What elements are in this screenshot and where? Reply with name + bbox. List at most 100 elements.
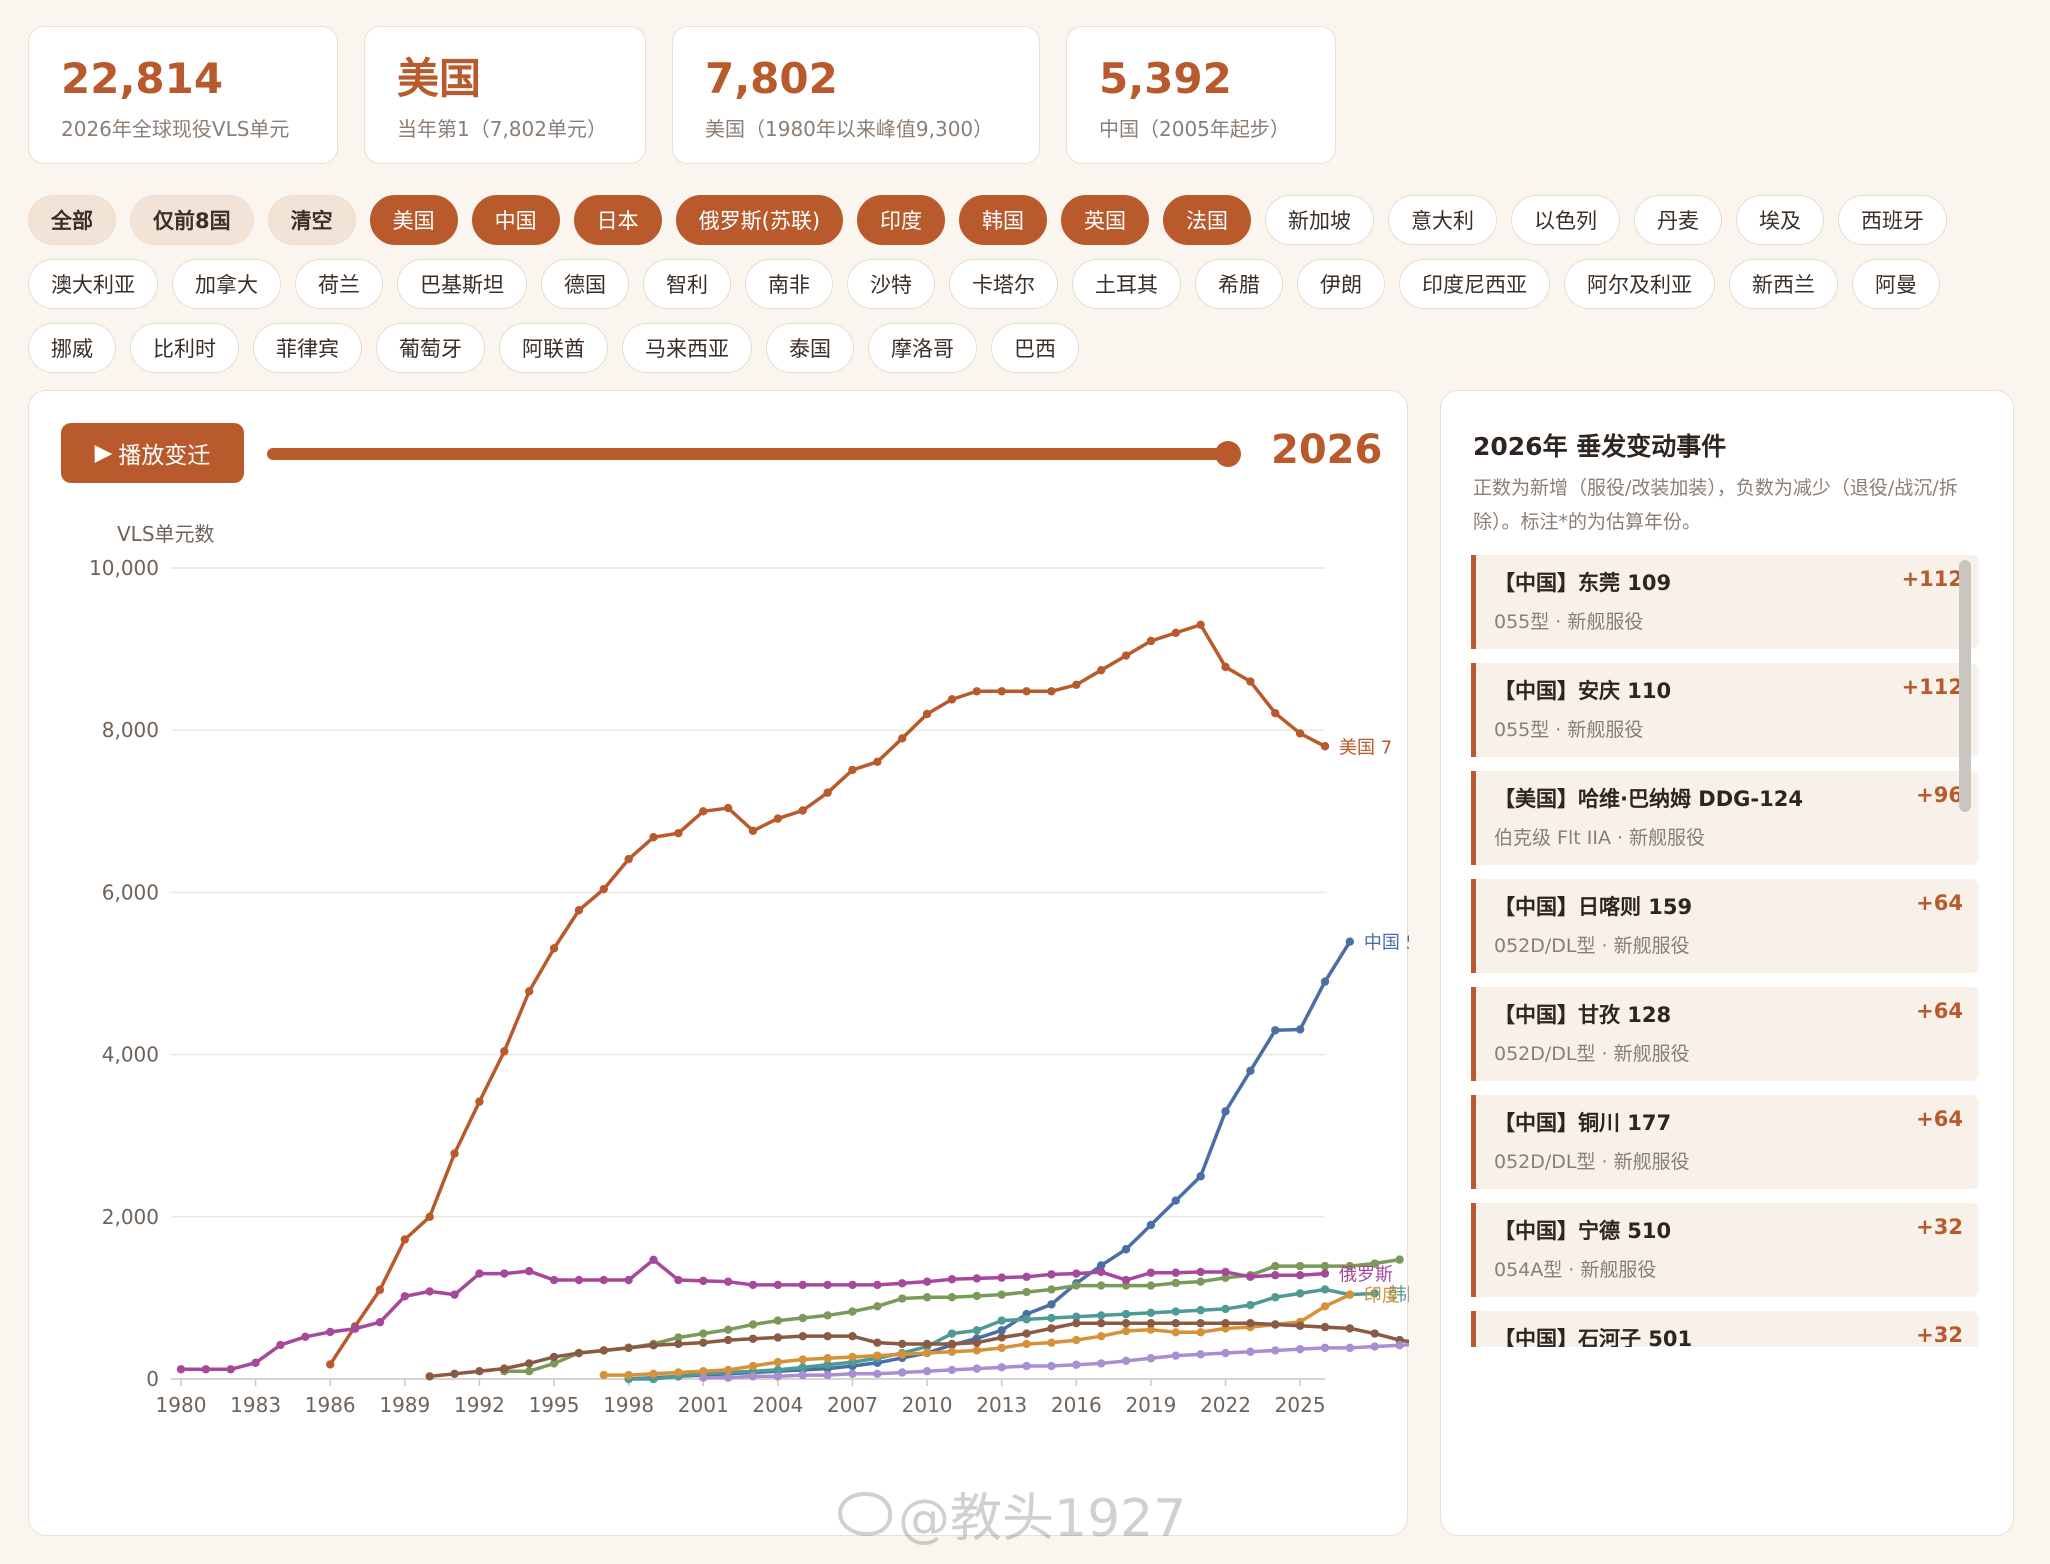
country-chip[interactable]: 泰国 — [766, 323, 854, 373]
data-point — [723, 1277, 733, 1286]
country-chip[interactable]: 葡萄牙 — [376, 323, 485, 373]
country-chip[interactable]: 西班牙 — [1838, 195, 1948, 245]
year-slider-track[interactable] — [267, 448, 1227, 460]
country-chip[interactable]: 加拿大 — [172, 259, 281, 309]
data-point — [922, 1348, 932, 1358]
country-chip[interactable]: 丹麦 — [1634, 195, 1723, 245]
data-point — [1072, 1360, 1081, 1369]
data-point — [699, 1373, 708, 1382]
country-chip[interactable]: 挪威 — [28, 323, 116, 373]
data-point — [1072, 1269, 1081, 1278]
country-chip[interactable]: 阿曼 — [1852, 259, 1940, 309]
country-chip[interactable]: 南非 — [745, 259, 833, 309]
country-chip[interactable]: 以色列 — [1511, 195, 1621, 245]
x-tick-label: 2004 — [752, 1393, 803, 1417]
country-chip[interactable]: 德国 — [541, 259, 629, 309]
country-chip[interactable]: 俄罗斯(苏联) — [675, 195, 844, 245]
country-chip[interactable]: 英国 — [1061, 195, 1150, 245]
data-point — [450, 1369, 459, 1379]
data-point — [972, 1326, 982, 1335]
country-chip[interactable]: 沙特 — [847, 259, 935, 309]
event-delta: +32 — [1916, 1215, 1963, 1239]
country-chip[interactable]: 荷兰 — [295, 259, 383, 309]
data-point — [1096, 1281, 1106, 1290]
filter-control-chip[interactable]: 仅前8国 — [130, 195, 254, 245]
event-delta: +32 — [1916, 1323, 1963, 1347]
data-point — [599, 1370, 608, 1380]
country-chip[interactable]: 韩国 — [959, 195, 1048, 245]
data-point — [1171, 1196, 1180, 1205]
country-chip[interactable]: 印度尼西亚 — [1399, 259, 1550, 309]
country-chip[interactable]: 阿联酋 — [499, 323, 608, 373]
x-tick-label: 2010 — [902, 1393, 953, 1417]
x-tick-label: 2001 — [678, 1393, 729, 1417]
country-chip[interactable]: 马来西亚 — [622, 323, 752, 373]
data-point — [1320, 1269, 1330, 1278]
country-chip[interactable]: 菲律宾 — [253, 323, 362, 373]
country-chip[interactable]: 巴基斯坦 — [397, 259, 527, 309]
y-tick-label: 4,000 — [102, 1043, 159, 1067]
country-chip[interactable]: 阿尔及利亚 — [1564, 259, 1715, 309]
country-chip[interactable]: 埃及 — [1736, 195, 1825, 245]
country-chip[interactable]: 巴西 — [991, 323, 1079, 373]
data-point — [748, 826, 758, 835]
data-point — [898, 1368, 907, 1377]
data-point — [898, 1279, 907, 1288]
y-tick-label: 6,000 — [102, 880, 159, 904]
data-point — [1022, 1315, 1031, 1324]
data-point — [997, 1273, 1006, 1282]
data-point — [1196, 620, 1205, 629]
data-point — [400, 1292, 410, 1301]
filter-control-chip[interactable]: 清空 — [267, 195, 356, 245]
events-scrollbar-thumb[interactable] — [1959, 560, 1971, 812]
data-point — [1221, 1319, 1230, 1328]
data-point — [1196, 1306, 1205, 1315]
country-chip[interactable]: 新加坡 — [1265, 195, 1375, 245]
data-point — [400, 1235, 410, 1244]
country-chip[interactable]: 土耳其 — [1072, 259, 1181, 309]
data-point — [773, 814, 783, 823]
data-point — [947, 1293, 957, 1302]
data-point — [798, 1331, 807, 1341]
data-point — [1295, 1270, 1305, 1280]
data-point — [425, 1212, 434, 1221]
country-chip[interactable]: 印度 — [857, 195, 946, 245]
country-chip[interactable]: 摩洛哥 — [868, 323, 977, 373]
country-chip[interactable]: 法国 — [1163, 195, 1252, 245]
country-chip[interactable]: 比利时 — [130, 323, 239, 373]
country-chip[interactable]: 中国 — [471, 195, 560, 245]
data-point — [524, 1367, 534, 1376]
country-chip[interactable]: 希腊 — [1195, 259, 1283, 309]
series-5: 印度 1 — [599, 1286, 1409, 1380]
data-point — [1345, 1343, 1355, 1353]
country-chip[interactable]: 智利 — [643, 259, 731, 309]
data-point — [823, 1280, 832, 1290]
filter-control-chip[interactable]: 全部 — [28, 195, 116, 245]
country-chip[interactable]: 日本 — [573, 195, 662, 245]
events-scrollbar[interactable] — [1956, 560, 1972, 1346]
data-point — [873, 757, 882, 767]
play-button[interactable]: ▶ 播放变迁 — [61, 423, 244, 483]
stat-caption: 美国（1980年以来峰值9,300） — [705, 117, 994, 141]
events-title: 2026年 垂发变动事件 — [1473, 432, 1727, 461]
country-chip[interactable]: 美国 — [369, 195, 458, 245]
data-point — [773, 1372, 783, 1381]
data-point — [1096, 1331, 1106, 1341]
data-point — [1221, 662, 1230, 672]
data-point — [873, 1302, 882, 1311]
year-slider-thumb[interactable] — [1215, 441, 1241, 467]
data-point — [1345, 1290, 1355, 1299]
data-point — [549, 1359, 559, 1368]
country-chip[interactable]: 伊朗 — [1297, 259, 1385, 309]
events-list[interactable]: 【中国】东莞 109 055型 · 新舰服役 +112 【中国】安庆 110 055型 … — [1471, 555, 1979, 1347]
country-chip[interactable]: 意大利 — [1388, 195, 1498, 245]
event-item: 【中国】石河子 501 +32 — [1471, 1311, 1979, 1347]
stat-value: 7,802 — [705, 54, 838, 103]
country-chip[interactable]: 新西兰 — [1729, 259, 1838, 309]
country-chip[interactable]: 卡塔尔 — [949, 259, 1058, 309]
data-point — [898, 1350, 907, 1359]
country-chip[interactable]: 澳大利亚 — [28, 259, 158, 309]
data-point — [1271, 1293, 1280, 1302]
data-point — [1121, 651, 1131, 660]
data-point — [1221, 1107, 1230, 1116]
